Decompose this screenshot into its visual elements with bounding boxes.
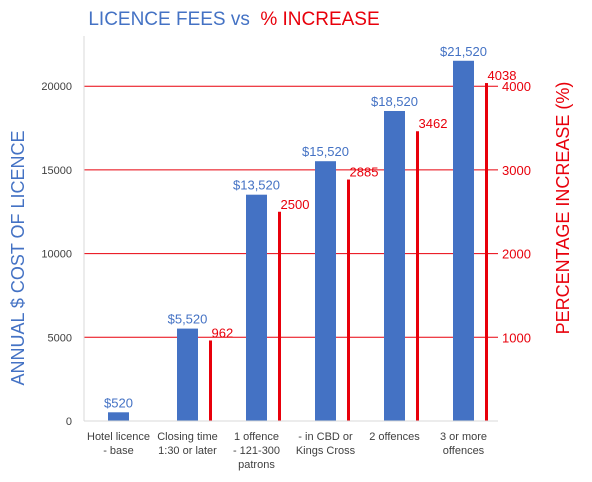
percentage-value-label: 962 — [212, 325, 234, 340]
percentage-value-label: 2885 — [350, 165, 379, 180]
bar-value-label: $18,520 — [371, 94, 418, 109]
bar-value-label: $520 — [104, 395, 133, 410]
bar-series — [108, 60, 474, 422]
x-tick-label-line: - base — [103, 445, 134, 457]
y-tick-left-label: 0 — [66, 416, 72, 428]
bar-value-label: $5,520 — [168, 312, 208, 327]
x-tick-label-line: - 121-300 — [233, 445, 280, 457]
y-tick-left-label: 15000 — [41, 165, 72, 177]
x-tick-label: Hotel licence - base — [87, 431, 150, 457]
percentage-bar — [209, 340, 212, 421]
chart-title: LICENCE FEES vs % INCREASE — [88, 9, 379, 30]
percentage-bar — [347, 179, 350, 421]
x-tick-label: 1 offence - 121-300 patrons — [233, 431, 280, 471]
x-tick-label-line: - in CBD or — [298, 431, 353, 443]
y-tick-left-label: 10000 — [41, 249, 72, 261]
y-tick-right-label: 2000 — [502, 247, 531, 262]
x-tick-label-line: patrons — [238, 459, 275, 471]
chart-title-part1: LICENCE FEES vs — [88, 9, 250, 30]
percentage-value-label: 4038 — [488, 68, 517, 83]
bar-value-label: $13,520 — [233, 178, 280, 193]
data-labels: $520 $5,520 $13,520 $15,520 $18,520 $21,520 96… — [104, 44, 516, 411]
x-tick-label: - in CBD or Kings Cross — [296, 431, 356, 457]
gridlines — [84, 85, 498, 338]
chart-title-part2: % INCREASE — [260, 9, 379, 30]
percentage-bar — [278, 211, 281, 421]
x-tick-label-line: 1:30 or later — [158, 445, 217, 457]
axes: 0 5000 10000 15000 20000 1000 2000 3000 4000 Hote… — [41, 36, 531, 471]
bar-value-label: $15,520 — [302, 144, 349, 159]
x-tick-label-line: Closing time — [157, 431, 218, 443]
bar — [453, 60, 474, 421]
x-tick-label-line: offences — [443, 445, 485, 457]
x-tick-label: 2 offences — [369, 431, 420, 443]
percentage-value-label: 3462 — [419, 116, 448, 131]
x-tick-label-line: Kings Cross — [296, 445, 356, 457]
y-tick-left-label: 20000 — [41, 81, 72, 93]
bar — [177, 328, 198, 421]
y-tick-right-label: 3000 — [502, 163, 531, 178]
bar — [315, 161, 336, 422]
percentage-bar — [416, 131, 419, 421]
x-tick-label: Closing time 1:30 or later — [157, 431, 218, 457]
y-axis-right-title: PERCENTAGE INCREASE (%) — [553, 82, 573, 335]
x-tick-label-line: 1 offence — [234, 431, 279, 443]
percentage-bar — [485, 83, 488, 421]
bar-value-label: $21,520 — [440, 44, 487, 59]
x-tick-label: 3 or more offences — [440, 431, 487, 457]
percentage-series — [209, 83, 488, 421]
x-tick-label-line: Hotel licence — [87, 431, 150, 443]
percentage-value-label: 2500 — [281, 197, 310, 212]
y-tick-right-label: 1000 — [502, 330, 531, 345]
y-tick-right-label: 4000 — [502, 79, 531, 94]
x-tick-label-line: 2 offences — [369, 431, 420, 443]
x-tick-label-line: 3 or more — [440, 431, 487, 443]
bar — [246, 194, 267, 421]
bar — [384, 110, 405, 421]
y-tick-left-label: 5000 — [48, 332, 72, 344]
y-axis-left-title: ANNUAL $ COST OF LICENCE — [8, 130, 28, 385]
bar — [108, 412, 129, 421]
